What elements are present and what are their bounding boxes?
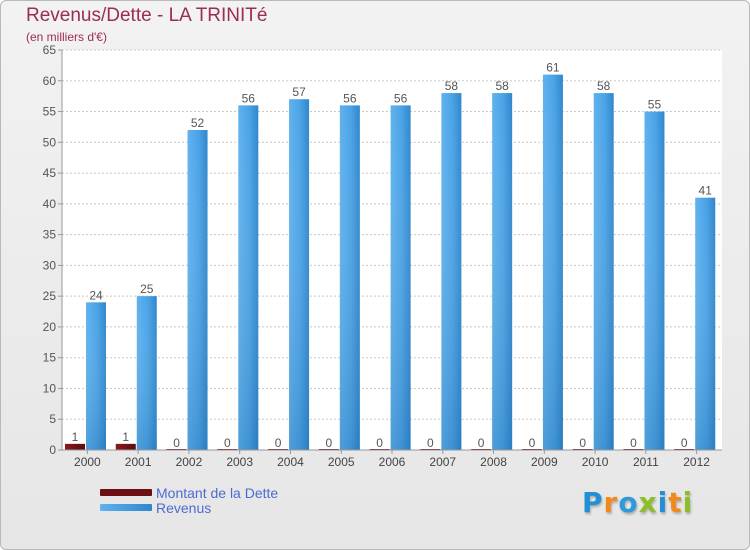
legend-swatch-dette bbox=[100, 489, 152, 496]
legend-swatch-revenus bbox=[100, 504, 152, 511]
x-tick-label: 2009 bbox=[531, 455, 558, 469]
x-tick-label: 2011 bbox=[633, 455, 659, 469]
y-tick-label: 10 bbox=[43, 381, 57, 395]
logo-letter: i bbox=[682, 486, 694, 519]
revenus-bar-shade bbox=[238, 105, 259, 450]
x-tick-label: 2003 bbox=[226, 455, 253, 469]
revenus-bar-shade bbox=[136, 296, 157, 450]
x-tick-label: 2005 bbox=[328, 455, 355, 469]
revenus-value-label: 58 bbox=[445, 79, 459, 93]
debt-value-label: 0 bbox=[224, 436, 231, 450]
logo-letter: o bbox=[618, 486, 639, 519]
logo-letter: P bbox=[582, 486, 604, 519]
y-tick-label: 20 bbox=[43, 320, 57, 334]
debt-value-label: 0 bbox=[681, 436, 688, 450]
debt-value-label: 0 bbox=[427, 436, 434, 450]
revenus-value-label: 61 bbox=[546, 61, 560, 75]
revenus-value-label: 55 bbox=[648, 98, 662, 112]
x-tick-label: 2000 bbox=[74, 455, 101, 469]
y-tick-label: 35 bbox=[43, 228, 57, 242]
revenus-value-label: 52 bbox=[191, 116, 205, 130]
debt-value-label: 0 bbox=[326, 436, 333, 450]
x-tick-label: 2006 bbox=[379, 455, 406, 469]
chart-subtitle: (en milliers d'€) bbox=[26, 30, 107, 44]
y-tick-label: 55 bbox=[43, 105, 57, 119]
revenus-value-label: 56 bbox=[343, 91, 357, 105]
revenus-bar-shade bbox=[593, 93, 614, 451]
y-tick-label: 60 bbox=[43, 74, 57, 88]
revenus-bar-shade bbox=[86, 302, 106, 450]
logo-letter: i bbox=[657, 486, 669, 519]
revenus-bar-shade bbox=[187, 130, 208, 450]
debt-value-label: 0 bbox=[579, 436, 586, 450]
logo-letter: t bbox=[668, 486, 683, 519]
revenus-bar-shade bbox=[492, 93, 513, 451]
x-tick-label: 2012 bbox=[683, 455, 710, 469]
debt-value-label: 1 bbox=[72, 430, 79, 444]
y-tick-label: 0 bbox=[49, 443, 56, 457]
revenus-bar-shade bbox=[339, 105, 360, 450]
x-tick-label: 2007 bbox=[429, 455, 456, 469]
legend-label-dette: Montant de la Dette bbox=[156, 485, 279, 501]
revenus-value-label: 56 bbox=[394, 91, 408, 105]
y-tick-label: 50 bbox=[43, 135, 57, 149]
y-tick-label: 15 bbox=[43, 351, 57, 365]
revenus-value-label: 57 bbox=[292, 85, 306, 99]
y-tick-label: 40 bbox=[43, 197, 57, 211]
revenus-value-label: 58 bbox=[495, 79, 509, 93]
x-tick-label: 2002 bbox=[176, 455, 203, 469]
y-tick-label: 25 bbox=[43, 289, 57, 303]
y-tick-label: 65 bbox=[43, 43, 57, 57]
revenus-bar-shade bbox=[695, 197, 716, 450]
revenus-value-label: 24 bbox=[89, 288, 103, 302]
debt-value-label: 0 bbox=[376, 436, 383, 450]
legend-label-revenus: Revenus bbox=[156, 500, 212, 516]
revenus-bar-shade bbox=[289, 99, 310, 450]
proxiti-logo: Proxiti bbox=[582, 486, 693, 522]
revenus-bar-shade bbox=[441, 93, 462, 451]
x-tick-label: 2008 bbox=[480, 455, 507, 469]
debt-value-label: 0 bbox=[478, 436, 485, 450]
debt-value-label: 0 bbox=[173, 436, 180, 450]
debt-value-label: 0 bbox=[630, 436, 637, 450]
revenus-value-label: 56 bbox=[242, 91, 256, 105]
debt-value-label: 0 bbox=[275, 436, 282, 450]
debt-value-label: 0 bbox=[529, 436, 536, 450]
revenus-value-label: 25 bbox=[140, 282, 154, 296]
debt-value-label: 1 bbox=[122, 430, 129, 444]
revenus-bar-shade bbox=[390, 105, 411, 450]
debt-bar bbox=[65, 443, 85, 450]
debt-bar bbox=[115, 443, 136, 450]
revenus-value-label: 58 bbox=[597, 79, 611, 93]
y-tick-label: 5 bbox=[49, 412, 56, 426]
revenus-bar-shade bbox=[542, 74, 563, 450]
revenus-bar-shade bbox=[644, 111, 665, 451]
logo-letter: x bbox=[638, 486, 658, 519]
logo-letter: r bbox=[603, 486, 619, 519]
y-tick-label: 30 bbox=[43, 258, 57, 272]
x-tick-label: 2001 bbox=[125, 455, 152, 469]
chart-title: Revenus/Dette - LA TRINITé bbox=[26, 5, 268, 26]
y-tick-label: 45 bbox=[43, 166, 57, 180]
x-tick-label: 2004 bbox=[277, 455, 304, 469]
x-tick-label: 2010 bbox=[582, 455, 609, 469]
revenus-value-label: 41 bbox=[699, 184, 713, 198]
